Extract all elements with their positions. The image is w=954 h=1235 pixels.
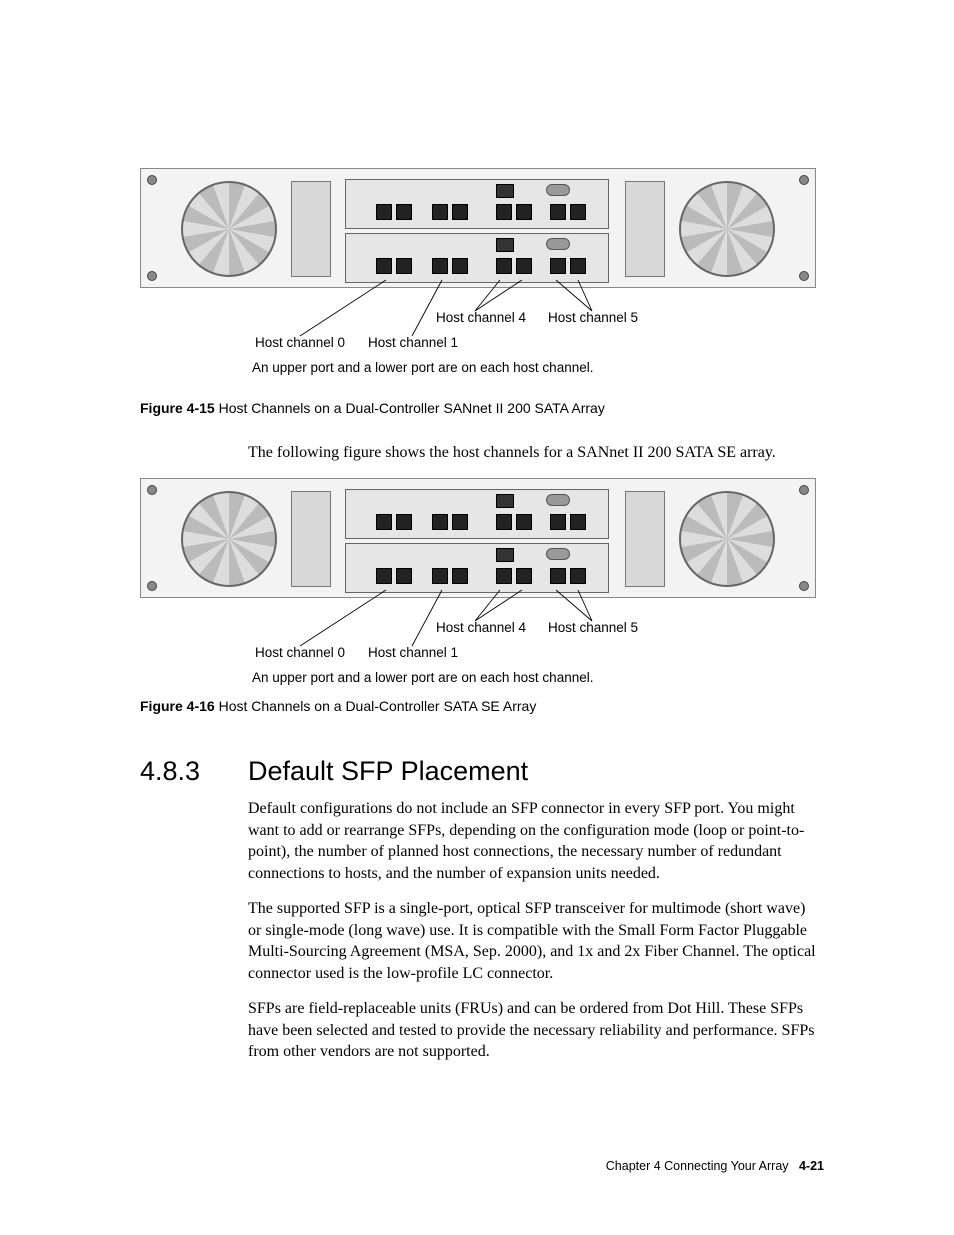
page-footer: Chapter 4 Connecting Your Array 4-21: [606, 1159, 824, 1173]
figure-4-16-caption-text: Host Channels on a Dual-Controller SATA …: [215, 698, 537, 714]
screw-icon: [799, 175, 809, 185]
fan-icon: [679, 491, 775, 587]
callout-host-channel-1: Host channel 1: [368, 335, 458, 350]
callout-host-channel-4: Host channel 4: [436, 310, 526, 325]
screw-icon: [147, 271, 157, 281]
callout-host-channel-5: Host channel 5: [548, 310, 638, 325]
section-title: Default SFP Placement: [248, 756, 528, 787]
port-group: [496, 258, 532, 276]
callout-host-channel-4: Host channel 4: [436, 620, 526, 635]
screw-icon: [799, 581, 809, 591]
callout-host-channel-0: Host channel 0: [255, 335, 345, 350]
figure-4-16-caption-bold: Figure 4-16: [140, 698, 215, 714]
serial-port-icon: [546, 548, 570, 560]
port-group: [550, 258, 586, 276]
section-p3: SFPs are field-replaceable units (FRUs) …: [248, 998, 818, 1063]
array-diagram-4-15: [140, 168, 816, 288]
section-p1: Default configurations do not include an…: [248, 798, 818, 884]
figure-4-15-caption-bold: Figure 4-15: [140, 400, 215, 416]
controller-module: [345, 489, 609, 539]
port-group: [496, 204, 532, 222]
port-group: [376, 204, 412, 222]
array-diagram-4-16: [140, 478, 816, 598]
port-group: [496, 514, 532, 532]
fan-icon: [181, 491, 277, 587]
serial-port-icon: [546, 184, 570, 196]
figure-4-16-note: An upper port and a lower port are on ea…: [252, 670, 593, 685]
screw-icon: [799, 271, 809, 281]
port-group: [432, 258, 468, 276]
figure-4-15-note: An upper port and a lower port are on ea…: [252, 360, 593, 375]
psu-icon: [291, 491, 331, 587]
port-group: [432, 204, 468, 222]
page: Host channel 4 Host channel 5 Host chann…: [0, 0, 954, 1235]
controller-module: [345, 179, 609, 229]
psu-icon: [625, 491, 665, 587]
psu-icon: [625, 181, 665, 277]
screw-icon: [147, 485, 157, 495]
fan-icon: [679, 181, 775, 277]
ethernet-port-icon: [496, 184, 514, 198]
figure-4-16-intro: The following figure shows the host chan…: [248, 442, 818, 464]
serial-port-icon: [546, 494, 570, 506]
callout-host-channel-5: Host channel 5: [548, 620, 638, 635]
footer-page-number: 4-21: [799, 1159, 824, 1173]
ethernet-port-icon: [496, 548, 514, 562]
callout-host-channel-0: Host channel 0: [255, 645, 345, 660]
figure-4-16-block: Host channel 4 Host channel 5 Host chann…: [140, 478, 816, 598]
psu-icon: [291, 181, 331, 277]
port-group: [376, 514, 412, 532]
figure-4-15-caption-text: Host Channels on a Dual-Controller SANne…: [215, 400, 605, 416]
controller-module: [345, 233, 609, 283]
port-group: [376, 568, 412, 586]
figure-4-15-caption: Figure 4-15 Host Channels on a Dual-Cont…: [140, 400, 605, 416]
figure-4-15-block: Host channel 4 Host channel 5 Host chann…: [140, 168, 816, 288]
controller-module: [345, 543, 609, 593]
ethernet-port-icon: [496, 494, 514, 508]
port-group: [550, 514, 586, 532]
figure-4-16-caption: Figure 4-16 Host Channels on a Dual-Cont…: [140, 698, 536, 714]
port-group: [376, 258, 412, 276]
port-group: [550, 204, 586, 222]
screw-icon: [147, 581, 157, 591]
footer-chapter: Chapter 4 Connecting Your Array: [606, 1159, 789, 1173]
fan-icon: [181, 181, 277, 277]
port-group: [496, 568, 532, 586]
section-number: 4.8.3: [140, 756, 200, 787]
port-group: [550, 568, 586, 586]
serial-port-icon: [546, 238, 570, 250]
ethernet-port-icon: [496, 238, 514, 252]
section-p2: The supported SFP is a single-port, opti…: [248, 898, 818, 984]
port-group: [432, 514, 468, 532]
port-group: [432, 568, 468, 586]
screw-icon: [799, 485, 809, 495]
callout-host-channel-1: Host channel 1: [368, 645, 458, 660]
screw-icon: [147, 175, 157, 185]
